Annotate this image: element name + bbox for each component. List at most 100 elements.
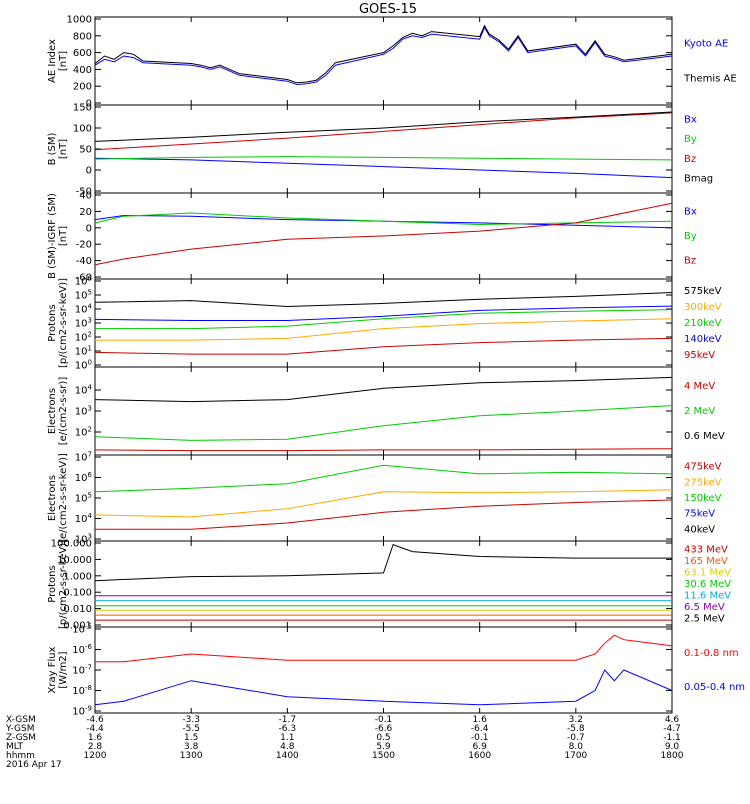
footer-cell: 3.8: [184, 742, 199, 752]
y-tick-label: 0: [86, 99, 92, 110]
legend-entry: 6.5 MeV: [684, 602, 725, 613]
footer-cell: 4.8: [280, 742, 295, 752]
y-tick-label: 106: [75, 275, 93, 288]
footer-cell: 1600: [468, 751, 491, 761]
panel-2: 40 20 0 -20 -40 -60 B (SM)-IGRF (SM)[nT] Bx By Bz: [47, 191, 697, 284]
legend-entry: 75keV: [684, 509, 715, 520]
y-tick-label: 101: [75, 345, 92, 358]
series-line-95kev: [94, 337, 673, 355]
y-axis-label: B (SM)-IGRF (SM)[nT]: [47, 193, 69, 279]
series-line-0.6-mev: [94, 376, 673, 403]
series-line-by: [94, 212, 673, 226]
footer-cell: 6.9: [473, 742, 488, 752]
y-axis-label: Electrons[e/(cm2-s-sr-keV)]: [47, 453, 69, 543]
y-tick-label: -20: [76, 240, 92, 251]
y-tick-label: 1000: [67, 15, 92, 26]
legend-entry: 575keV: [684, 286, 722, 297]
y-tick-label: 1.000: [63, 571, 92, 582]
footer-cell: -4.7: [663, 724, 681, 734]
legend-entry: Bx: [684, 206, 697, 217]
footer-cell: -3.3: [182, 715, 200, 725]
footer-cell: 1400: [276, 751, 299, 761]
footer-cell: -1.7: [279, 715, 297, 725]
series-line-210kev: [95, 309, 673, 330]
legend-entry: 433 MeV: [684, 545, 728, 556]
y-axis-label: Xray Flux[W/m2]: [47, 646, 69, 693]
y-tick-label: 104: [75, 303, 93, 316]
panel-5: 107 106 105 104 103 Electrons[e/(cm2-s-sr-keV…: [47, 451, 722, 546]
legend-entry: By: [684, 134, 697, 145]
legend-entry: 30.6 MeV: [684, 579, 731, 590]
footer-cell: -6.6: [375, 724, 393, 734]
series-line-2.5-mev: [94, 543, 672, 582]
y-tick-label: 600: [73, 48, 92, 59]
legend-entry: 4 MeV: [684, 381, 715, 392]
y-tick-label: 103: [75, 317, 92, 330]
footer-cell: -5.5: [182, 724, 200, 734]
footer-cell: 1.6: [473, 715, 488, 725]
legend-entry: 275keV: [684, 477, 722, 488]
series-line-0.05-0.4-nm: [94, 669, 673, 706]
panel-frame: [94, 104, 673, 194]
legend-entry: 0.1-0.8 nm: [684, 648, 739, 659]
footer-cell: -0.7: [567, 733, 585, 743]
legend-entry: Bz: [684, 256, 696, 267]
y-tick-label: 104: [75, 384, 93, 397]
series-line-150kev: [94, 464, 673, 493]
legend-entry: 165 MeV: [684, 556, 728, 567]
footer-cell: 1500: [372, 751, 395, 761]
y-tick-label: 10-7: [72, 664, 92, 677]
panel-frame: [94, 626, 673, 714]
series-line-275kev: [94, 489, 673, 518]
footer-cell: -1.1: [663, 733, 681, 743]
y-tick-label: 106: [75, 471, 93, 484]
legend-entry: 95keV: [684, 350, 715, 361]
y-tick-label: 105: [75, 289, 92, 302]
y-tick-label: 102: [75, 331, 92, 344]
legend-entry: 475keV: [684, 462, 722, 473]
y-tick-label: 0.010: [63, 604, 92, 615]
legend-entry: 2.5 MeV: [684, 613, 725, 624]
y-tick-label: 103: [75, 405, 92, 418]
y-tick-label: 800: [73, 31, 92, 42]
footer-cell: 1300: [180, 751, 203, 761]
footer-cell: 1800: [661, 751, 684, 761]
y-tick-label: 400: [73, 65, 92, 76]
legend-entry: 0.6 MeV: [684, 431, 725, 442]
y-tick-label: 0.001: [63, 621, 92, 632]
series-line-300kev: [95, 318, 673, 341]
y-tick-label: 100.000: [51, 539, 92, 550]
panel-frame: [94, 540, 673, 628]
footer-cell: -4.6: [86, 715, 104, 725]
legend-entry: Bz: [684, 154, 696, 165]
y-tick-label: 10-9: [72, 705, 92, 718]
footer-cell: 8.0: [569, 742, 584, 752]
y-tick-label: 103: [75, 533, 92, 546]
y-tick-label: 10-5: [72, 623, 92, 636]
legend-entry: 150keV: [684, 493, 722, 504]
footer-row-label: X-GSM: [6, 715, 36, 725]
footer-cell: 2.8: [88, 742, 103, 752]
series-line-0.1-0.8-nm: [95, 634, 673, 663]
y-tick-label: -40: [76, 256, 92, 267]
panel-0: 1000 800 600 400 200 0 AE Index[nT] Kyoto AE The…: [47, 15, 737, 110]
legend-entry: 63.1 MeV: [684, 568, 731, 579]
series-line-475kev: [95, 499, 673, 530]
y-tick-label: 104: [75, 512, 93, 525]
series-line-575kev: [94, 292, 673, 308]
y-tick-label: 100: [75, 359, 92, 372]
panel-4: 104 103 102 Electrons[e/(cm2-s-sr)] 4 MeV 2 M…: [47, 366, 725, 456]
y-axis-label: AE Index[nT]: [47, 39, 69, 83]
series-line-bz: [94, 112, 673, 151]
footer-row-label: 2016 Apr 17: [6, 760, 62, 770]
footer-cell: -5.8: [567, 724, 585, 734]
footer-cell: 1.6: [88, 733, 103, 743]
chart-title: GOES-15: [359, 2, 417, 17]
y-tick-label: 0: [86, 166, 92, 177]
series-line-2-mev: [94, 405, 673, 441]
legend-entry: By: [684, 231, 697, 242]
y-axis-label: B (SM)[nT]: [47, 132, 69, 165]
